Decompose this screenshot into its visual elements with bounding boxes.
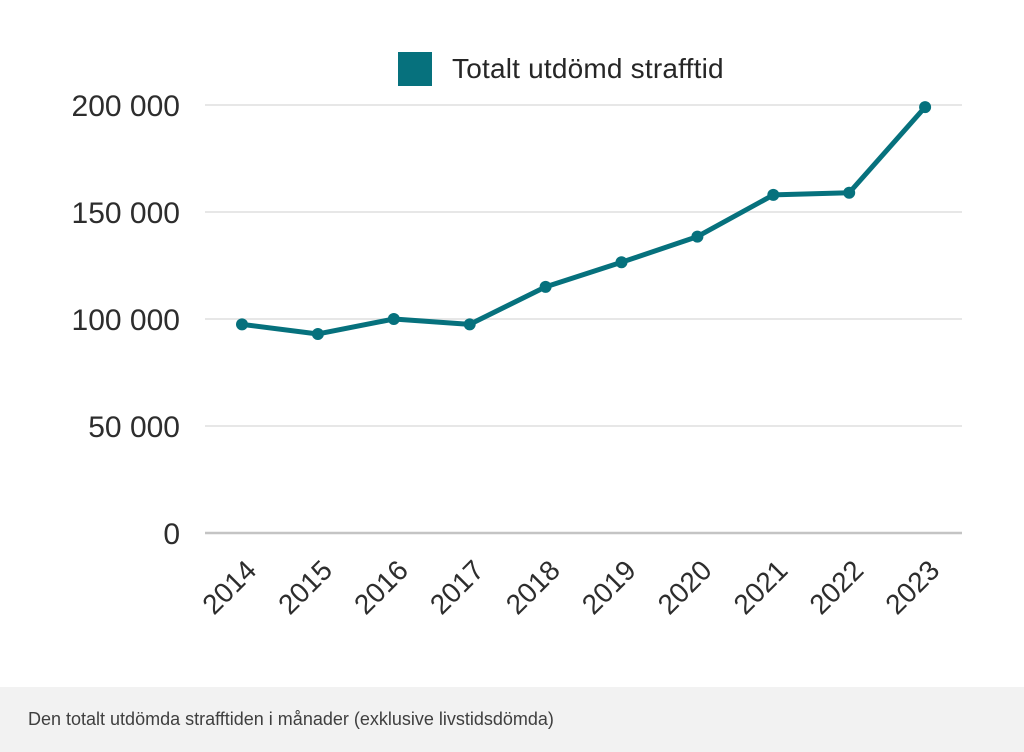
data-point [311, 327, 324, 340]
legend-swatch-icon [398, 52, 432, 86]
data-point [236, 318, 248, 331]
data-point [691, 230, 704, 243]
legend-label: Totalt utdömd strafftid [452, 53, 724, 84]
x-tick-label: 2019 [576, 554, 642, 620]
caption-band: Den totalt utdömda strafftiden i månader… [0, 687, 1024, 752]
data-point [615, 256, 628, 269]
y-tick-label: 0 [163, 518, 180, 551]
x-tick-label: 2020 [652, 554, 718, 620]
x-tick-label: 2023 [879, 554, 945, 620]
y-tick-label: 50 000 [88, 411, 180, 444]
y-tick-label: 200 000 [72, 90, 180, 123]
data-line [239, 104, 928, 337]
data-point [463, 318, 476, 331]
x-tick-label: 2016 [348, 554, 414, 620]
x-tick-label: 2022 [803, 554, 869, 620]
x-tick-label: 2015 [272, 554, 338, 620]
data-point [919, 101, 932, 114]
data-point [767, 188, 780, 201]
data-point [387, 313, 400, 325]
data-point [843, 186, 856, 199]
caption-text: Den totalt utdömda strafftiden i månader… [28, 709, 554, 729]
data-point [539, 280, 552, 293]
x-tick-label: 2014 [196, 554, 262, 620]
legend[interactable]: Totalt utdömd strafftid [398, 52, 724, 86]
x-tick-label: 2017 [424, 554, 490, 620]
y-tick-label: 150 000 [72, 197, 180, 230]
line-chart: 0 50 000 100 000 150 000 200 000 2014 2015 2016… [72, 90, 962, 620]
x-tick-label: 2021 [728, 554, 794, 620]
y-tick-label: 100 000 [72, 304, 180, 337]
x-tick-label: 2018 [500, 554, 566, 620]
